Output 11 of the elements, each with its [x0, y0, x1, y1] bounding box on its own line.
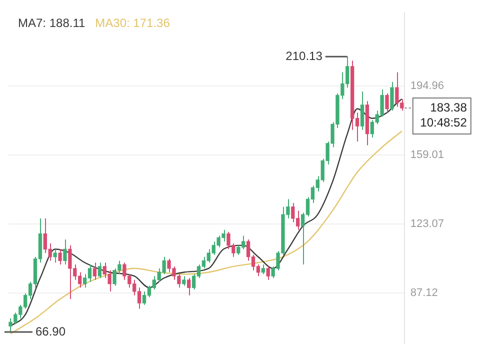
text: MA7: 188.11: [18, 16, 86, 30]
y-tick-label: 123.07: [410, 218, 444, 230]
annotation: 210.13: [286, 48, 323, 63]
annotation: 66.90: [35, 324, 66, 338]
text: 183.38: [430, 100, 468, 114]
y-tick-label: 159.01: [410, 148, 444, 161]
text: MA30: 171.36: [95, 16, 170, 30]
text: 10:48:52: [420, 115, 468, 130]
y-tick-label: 194.96: [410, 80, 444, 92]
line-series: [10, 130, 402, 334]
y-tick-label: 87.12: [410, 287, 438, 300]
